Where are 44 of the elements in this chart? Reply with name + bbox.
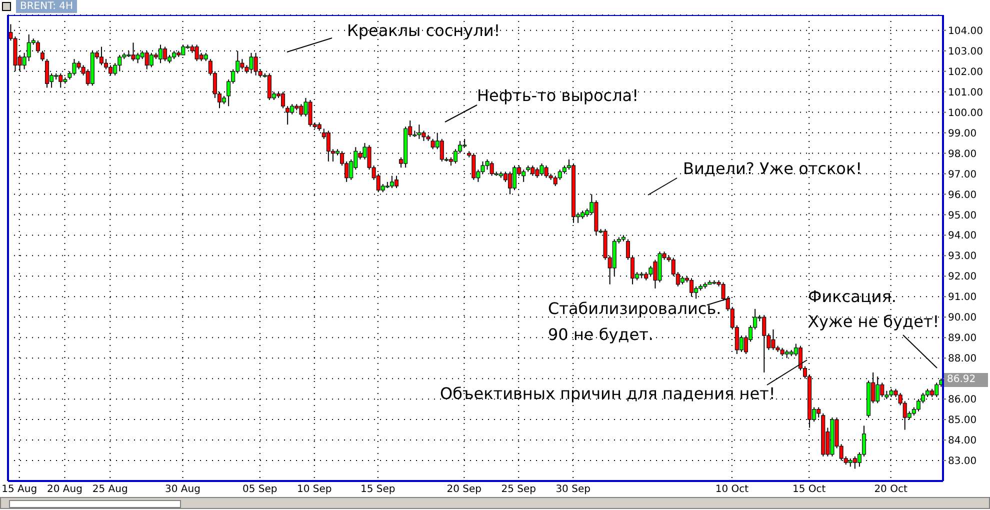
x-tick-label: 10 Sep [296, 484, 332, 495]
annotation: Стабилизировались. [548, 299, 722, 319]
y-tick-label: 94.00 [948, 230, 977, 242]
y-tick-label: 99.00 [948, 128, 977, 140]
text: 86.92 [944, 373, 988, 388]
x-tick-label: 20 Aug [47, 484, 82, 495]
annotation: Фиксация. [808, 287, 896, 307]
y-tick-label: 101.00 [948, 87, 983, 98]
y-tick-label: 104.00 [948, 26, 983, 37]
x-tick-label: 20 Oct [874, 484, 908, 495]
chart-title: BRENT: 4H [16, 0, 78, 13]
y-tick-label: 97.00 [948, 169, 977, 180]
y-tick-label: 85.00 [948, 415, 977, 426]
annotation: Креаклы соснули! [347, 21, 500, 41]
x-tick-label: 15 Aug [2, 484, 38, 495]
annotation: Нефть-то выросла! [477, 86, 639, 106]
y-tick-label: 90.00 [948, 312, 977, 324]
annotation: Видели? Уже отскок! [683, 159, 862, 179]
y-tick-label: 89.00 [948, 333, 977, 344]
annotation: Хуже не будет! [808, 312, 940, 332]
y-tick-label: 95.00 [948, 210, 977, 222]
x-tick-label: 15 Sep [360, 484, 396, 495]
y-tick-label: 98.00 [948, 148, 977, 160]
y-tick-label: 100.00 [948, 108, 983, 119]
y-tick-label: 96.00 [948, 190, 977, 201]
y-tick-label: 103.00 [948, 46, 983, 58]
x-tick-label: 30 Sep [556, 484, 590, 495]
annotation: 90 не будет. [548, 325, 654, 345]
x-tick-label: 25 Aug [92, 484, 128, 495]
y-tick-label: 91.00 [948, 292, 977, 304]
x-tick-label: 20 Sep [446, 484, 482, 495]
x-tick-label: 25 Sep [501, 484, 536, 495]
x-tick-label: 05 Sep [242, 484, 278, 495]
y-tick-label: 84.00 [948, 436, 977, 447]
y-tick-label: 86.00 [948, 394, 977, 406]
y-tick-label: 88.00 [948, 354, 977, 365]
y-tick-label: 93.00 [948, 251, 977, 262]
x-tick-label: 15 Oct [792, 484, 826, 495]
y-tick-label: 83.00 [948, 456, 977, 468]
y-tick-label: 102.00 [948, 66, 983, 78]
annotation: Объективных причин для падения нет! [440, 384, 776, 404]
x-tick-label: 30 Aug [165, 484, 200, 495]
y-tick-label: 92.00 [948, 272, 977, 283]
x-tick-label: 10 Oct [715, 484, 749, 495]
